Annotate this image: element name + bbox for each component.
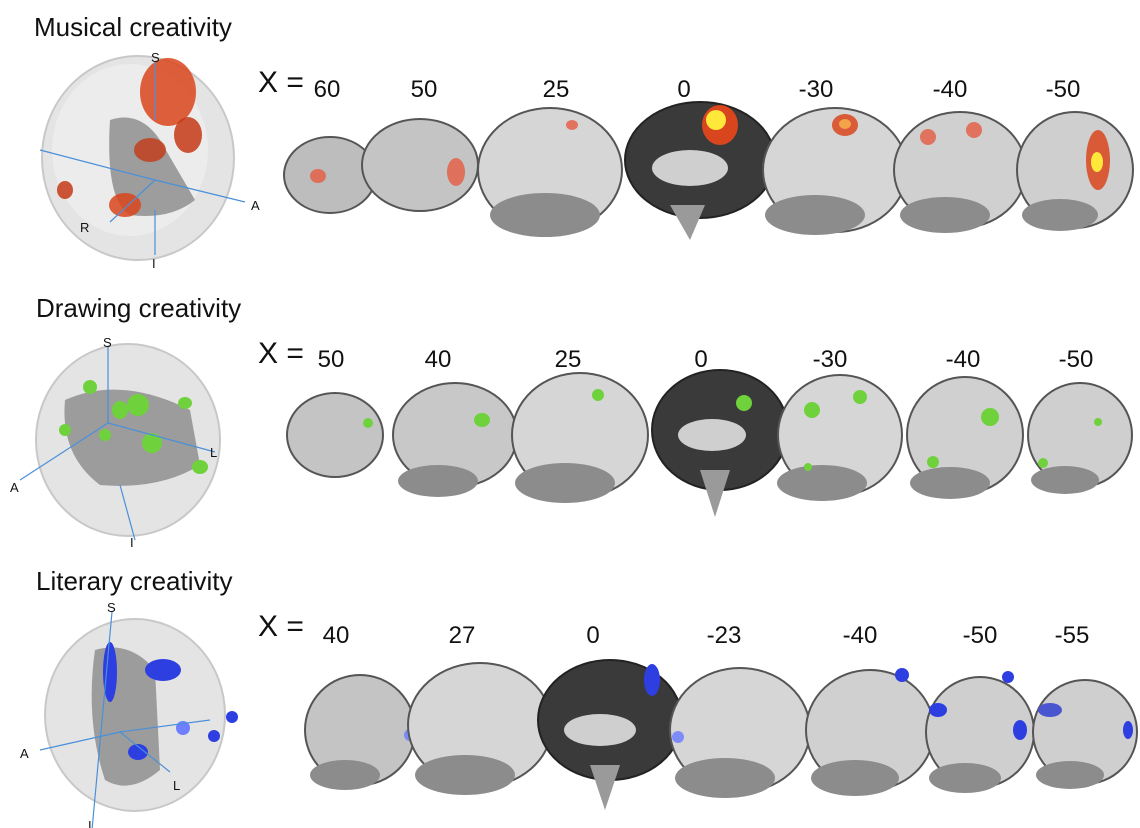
x-coord-label: X = [258,610,304,643]
sagittal-slice [286,392,384,478]
sagittal-slice-strip [304,659,1138,810]
slice-coord: 40 [424,346,452,373]
sagittal-slice [906,376,1024,499]
slice-coord: 50 [410,76,438,103]
sagittal-slice [537,659,683,810]
orientation-label-a: A [251,198,260,213]
x-coord-label: X = [258,337,304,370]
sagittal-slice [624,101,776,240]
sagittal-slice [1032,679,1138,789]
sagittal-slice [477,107,623,237]
orientation-label-a: A [20,746,29,761]
sagittal-slice [762,107,908,235]
slice-coord: 40 [322,622,350,649]
sagittal-slice [1016,111,1134,231]
orientation-label-a: A [10,480,19,495]
panel-literary: Literary creativity S A L I X = 40 27 0 … [0,560,1140,828]
brain-3d-render: S A R I [39,50,260,271]
slice-coord: -50 [1045,76,1081,103]
sagittal-slice [777,374,903,501]
slice-coord: 25 [542,76,570,103]
slice-coord: -30 [798,76,834,103]
sagittal-slice [893,111,1027,233]
slice-coord: -55 [1054,622,1090,649]
orientation-label-s: S [107,600,116,615]
panel-title: Musical creativity [34,12,232,42]
sagittal-slice [407,662,553,795]
slice-coord: -23 [706,622,742,649]
panel-title: Drawing creativity [36,293,242,323]
slice-coord: 50 [317,346,345,373]
slice-coord: -50 [1058,346,1094,373]
orientation-label-l: L [173,778,180,793]
panel-musical: Musical creativity S A R I X = 60 50 25 … [0,0,1140,271]
slice-coord: 27 [448,622,476,649]
sagittal-slice [669,667,811,798]
slice-coord: 25 [554,346,582,373]
slice-coord: -40 [945,346,981,373]
slice-coord: 0 [694,346,708,373]
orientation-label-i: I [152,256,156,271]
sagittal-slice [511,372,649,503]
sagittal-slice [925,671,1035,793]
slice-coord: -40 [932,76,968,103]
orientation-label-s: S [103,335,112,350]
sagittal-slice [1027,382,1133,494]
slice-coord: -40 [842,622,878,649]
orientation-label-l: L [210,445,217,460]
sagittal-slice [651,369,789,517]
slice-coord: -30 [812,346,848,373]
orientation-label-i: I [130,535,134,550]
sagittal-slice [283,136,377,214]
slice-coord: 0 [677,76,691,103]
panel-title: Literary creativity [36,566,233,596]
orientation-label-i: I [88,818,92,828]
sagittal-slice [392,382,518,497]
panel-drawing: Drawing creativity S L A I X = 50 40 25 … [0,285,1140,550]
brain-3d-render: S L A I [10,335,221,550]
sagittal-slice-strip [286,369,1133,517]
slice-coord: 0 [586,622,600,649]
slice-coord: 60 [313,76,341,103]
slice-coord: -50 [962,622,998,649]
x-coord-label: X = [258,66,304,99]
orientation-label-r: R [80,220,89,235]
sagittal-slice [304,674,416,790]
sagittal-slice-strip [283,101,1134,240]
sagittal-slice [805,668,935,796]
sagittal-slice [361,118,479,212]
orientation-label-s: S [151,50,160,65]
brain-3d-render: S A L I [20,600,238,828]
